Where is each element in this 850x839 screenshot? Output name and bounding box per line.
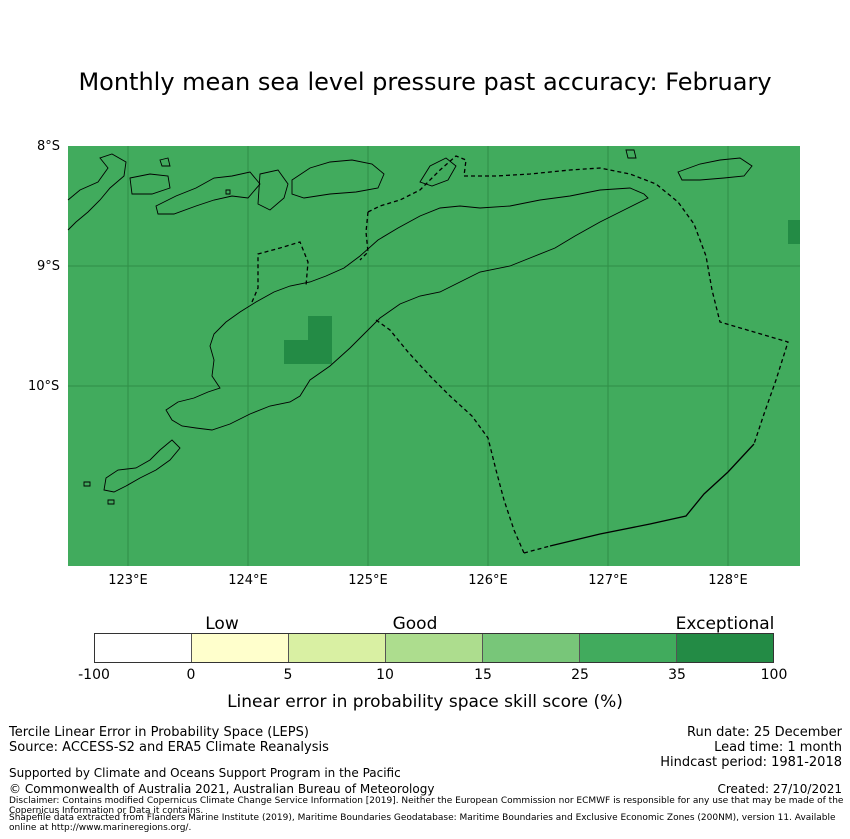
skill-map bbox=[67, 146, 800, 566]
north-island-coastline bbox=[159, 157, 171, 167]
colorbar-tick: 25 bbox=[571, 667, 589, 683]
colorbar-tick: 15 bbox=[474, 667, 492, 683]
north-island-coastline bbox=[419, 157, 457, 187]
colorbar-segment bbox=[386, 634, 483, 662]
southern-solid-boundary bbox=[549, 443, 755, 547]
category-exceptional: Exceptional bbox=[675, 614, 775, 634]
oecusse-boundary bbox=[251, 241, 309, 303]
timor-leste-eez-boundary bbox=[375, 319, 525, 554]
north-island-coastline bbox=[257, 169, 289, 211]
south-island-coastline bbox=[103, 439, 181, 493]
hindcast-period: Hindcast period: 1981-2018 bbox=[660, 755, 842, 770]
colorbar-tick: 0 bbox=[186, 667, 196, 683]
support-text: Supported by Climate and Oceans Support … bbox=[9, 766, 401, 780]
western-eez-boundary bbox=[367, 155, 467, 213]
colorbar-segment bbox=[580, 634, 677, 662]
lon-label: 126°E bbox=[468, 573, 508, 588]
south-island-coastline bbox=[107, 499, 115, 505]
colorbar-tick: -100 bbox=[78, 667, 110, 683]
north-island-coastline bbox=[129, 173, 171, 195]
lon-label: 125°E bbox=[348, 573, 388, 588]
colorbar-segment bbox=[289, 634, 386, 662]
north-island-coastline bbox=[67, 153, 127, 231]
disclaimer-text: Disclaimer: Contains modified Copernicus… bbox=[9, 796, 844, 816]
colorbar bbox=[94, 633, 774, 663]
colorbar-tick: 100 bbox=[760, 667, 788, 683]
lat-label: 10°S bbox=[28, 379, 60, 394]
lat-label: 8°S bbox=[37, 139, 61, 154]
created-date: Created: 27/10/2021 bbox=[717, 782, 842, 796]
colorbar-segment bbox=[192, 634, 289, 662]
category-low: Low bbox=[205, 614, 239, 634]
colorbar-tick: 5 bbox=[283, 667, 293, 683]
category-good: Good bbox=[392, 614, 438, 634]
south-island-coastline bbox=[83, 481, 91, 487]
north-island-coastline bbox=[625, 149, 637, 159]
western-eez-boundary bbox=[359, 211, 369, 261]
shapefile-credit: Shapefile data extracted from Flanders M… bbox=[9, 813, 836, 833]
colorbar-segment bbox=[483, 634, 580, 662]
maritime-boundaries bbox=[251, 155, 789, 554]
copyright-text: © Commonwealth of Australia 2021, Austra… bbox=[9, 782, 435, 796]
timor-coastline bbox=[165, 187, 649, 431]
high-skill-cell bbox=[788, 220, 800, 244]
north-island-coastline bbox=[225, 189, 231, 195]
lon-label: 124°E bbox=[228, 573, 268, 588]
coastlines bbox=[67, 149, 753, 505]
high-skill-cell bbox=[284, 340, 308, 364]
high-skill-cells bbox=[284, 220, 800, 364]
colorbar-segment bbox=[95, 634, 192, 662]
timor-leste-eez-boundary bbox=[523, 545, 551, 554]
north-island-coastline bbox=[677, 157, 753, 181]
method-text: Tercile Linear Error in Probability Spac… bbox=[9, 725, 309, 740]
lat-label: 9°S bbox=[37, 259, 61, 274]
lon-label: 123°E bbox=[108, 573, 148, 588]
chart-title: Monthly mean sea level pressure past acc… bbox=[78, 68, 772, 96]
lead-time: Lead time: 1 month bbox=[714, 740, 842, 755]
colorbar-tick: 35 bbox=[668, 667, 686, 683]
high-skill-cell bbox=[308, 316, 332, 364]
colorbar-segment bbox=[677, 634, 773, 662]
run-date: Run date: 25 December bbox=[687, 725, 842, 740]
lon-label: 128°E bbox=[708, 573, 748, 588]
eastern-eez-boundary bbox=[464, 167, 789, 445]
north-island-coastline bbox=[155, 171, 261, 215]
map-ocean bbox=[68, 146, 800, 566]
colorbar-tick: 10 bbox=[376, 667, 394, 683]
north-island-coastline bbox=[291, 159, 385, 199]
lon-label: 127°E bbox=[588, 573, 628, 588]
source-text: Source: ACCESS-S2 and ERA5 Climate Reana… bbox=[9, 740, 329, 755]
colorbar-label: Linear error in probability space skill … bbox=[227, 692, 623, 712]
